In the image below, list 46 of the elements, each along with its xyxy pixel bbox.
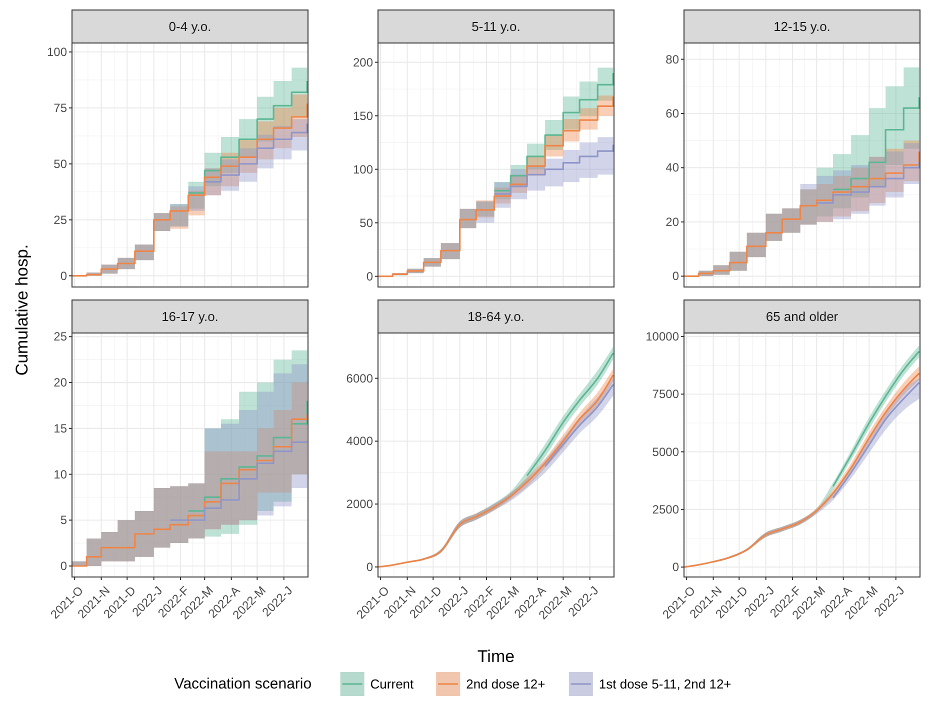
chart-title: 5-11 y.o. (472, 19, 520, 34)
y-tick-label: 10 (54, 467, 68, 482)
y-tick-label: 25 (54, 330, 68, 344)
y-tick-label: 75 (54, 100, 68, 115)
y-tick-label: 200 (352, 55, 374, 70)
y-tick-label: 2000 (346, 497, 374, 512)
y-tick-label: 4000 (346, 434, 374, 448)
y-tick-label: 20 (666, 214, 680, 229)
y-tick-label: 50 (54, 156, 68, 171)
line-series (526, 352, 614, 477)
y-tick-label: 0 (366, 560, 374, 574)
y-tick-label: 5000 (652, 444, 680, 459)
x-axis-title: Time (477, 647, 515, 666)
y-tick-label: 100 (46, 44, 68, 59)
y-tick-label: 80 (666, 52, 680, 66)
y-tick-label: 0 (672, 269, 680, 284)
y-tick-label: 0 (60, 558, 68, 573)
y-tick-label: 2500 (652, 502, 680, 516)
y-tick-label: 25 (54, 212, 68, 227)
chart-title: 65 and older (766, 309, 839, 324)
y-tick-label: 0 (366, 269, 374, 284)
y-tick-label: 15 (54, 421, 68, 436)
y-tick-label: 6000 (346, 371, 374, 386)
y-tick-label: 10000 (646, 329, 680, 344)
line-series (544, 384, 614, 468)
legend-label: 2nd dose 12+ (466, 676, 546, 692)
line-series (832, 350, 920, 488)
legend-title: Vaccination scenario (174, 676, 312, 692)
y-tick-label: 50 (360, 216, 374, 230)
y-tick-label: 150 (352, 108, 374, 123)
y-tick-label: 20 (54, 376, 68, 390)
legend-label: 1st dose 5-11, 2nd 12+ (598, 676, 732, 692)
y-tick-label: 100 (352, 162, 374, 176)
y-tick-label: 40 (666, 160, 680, 175)
y-tick-label: 0 (672, 560, 680, 574)
y-tick-label: 60 (666, 106, 680, 120)
y-tick-label: 0 (60, 268, 68, 283)
y-tick-label: 5 (60, 513, 68, 528)
y-axis-title: Cumulative hosp. (12, 244, 32, 376)
chart-title: 18-64 y.o. (468, 309, 524, 324)
legend-label: Current (370, 676, 414, 692)
chart-title: 12-15 y.o. (774, 19, 830, 34)
chart-title: 0-4 y.o. (168, 19, 212, 34)
y-tick-label: 7500 (652, 387, 680, 402)
chart-title: 16-17 y.o. (162, 309, 218, 324)
line-series (832, 382, 920, 499)
